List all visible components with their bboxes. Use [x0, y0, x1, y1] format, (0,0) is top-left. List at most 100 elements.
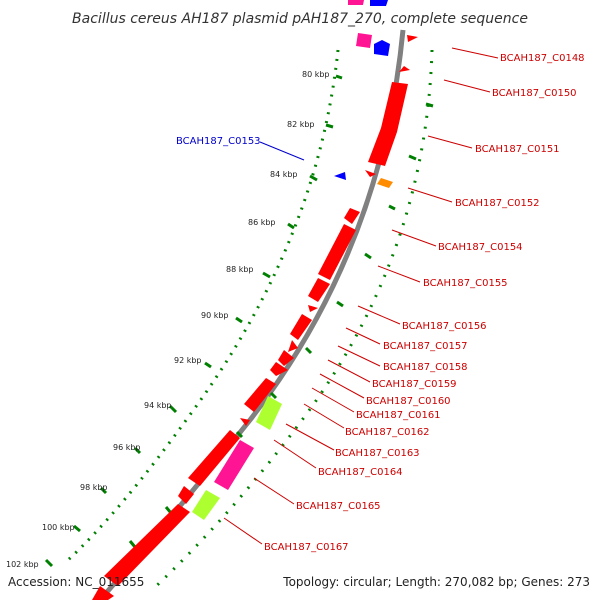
- gene-label: BCAH187_C0155: [423, 278, 508, 289]
- gene-labels: BCAH187_C0148 BCAH187_C0150 BCAH187_C015…: [176, 53, 585, 553]
- leader-line: [327, 359, 371, 383]
- leader-line: [427, 135, 473, 149]
- cds-0167: [104, 504, 190, 586]
- leader-line: [451, 47, 499, 59]
- cds-0151: [368, 82, 408, 166]
- gene-label: BCAH187_C0148: [500, 53, 585, 64]
- cds-0151-tip: [365, 170, 376, 177]
- cds-0154: [344, 208, 360, 224]
- gene-label: BCAH187_C0156: [402, 321, 487, 332]
- gene-label: BCAH187_C0160: [366, 396, 451, 407]
- cds-0161: [270, 362, 288, 376]
- outer-tick: [128, 540, 137, 548]
- leader-lines: [223, 47, 499, 545]
- backbone-circle: [98, 29, 406, 600]
- inner-tick-ring: [66, 49, 340, 562]
- reverse-cds-0153: [334, 172, 346, 180]
- gene-label: BCAH187_C0164: [318, 467, 403, 478]
- outer-tick: [388, 204, 396, 211]
- tick-82kbp: [325, 123, 334, 129]
- leader-line: [303, 403, 345, 429]
- leader-line: [273, 439, 317, 469]
- gene-label: BCAH187_C0158: [383, 362, 468, 373]
- leader-line-0153: [259, 141, 305, 161]
- cds-0160: [278, 350, 294, 366]
- map-title: Bacillus cereus AH187 plasmid pAH187_270…: [72, 11, 528, 27]
- cds-0152: [377, 178, 393, 188]
- leader-line: [443, 79, 491, 93]
- outer-tick: [235, 430, 244, 439]
- leader-line: [285, 423, 335, 451]
- cds-0163: [256, 396, 282, 430]
- magenta-cds-0149: [356, 33, 372, 48]
- kbp-label: 84 kbp: [270, 170, 298, 179]
- leader-line: [223, 517, 263, 545]
- cds-0158: [290, 314, 312, 340]
- leader-line: [377, 265, 421, 283]
- tick-90kbp: [235, 316, 243, 324]
- cds-0148: [407, 35, 418, 42]
- tick-98kbp: [99, 486, 108, 495]
- leader-line: [311, 387, 355, 413]
- kbp-label: 88 kbp: [226, 265, 254, 274]
- cds-0164: [188, 430, 240, 486]
- leader-line: [407, 187, 453, 203]
- leader-line: [345, 327, 381, 345]
- tick-92kbp: [204, 361, 212, 369]
- kbp-label: 80 kbp: [302, 70, 330, 79]
- tick-80kbp: [335, 74, 343, 80]
- cds-0164b: [214, 440, 254, 490]
- cds-0168: [92, 586, 114, 600]
- genome-track: [44, 0, 434, 600]
- tick-102kbp: [44, 558, 54, 568]
- gene-label: BCAH187_C0157: [383, 341, 468, 352]
- tick-84kbp: [309, 174, 318, 182]
- gene-label: BCAH187_C0159: [372, 379, 457, 390]
- cds-0150: [399, 66, 410, 72]
- topology-label: Topology: circular; Length: 270,082 bp; …: [282, 575, 590, 589]
- outer-tick: [336, 300, 344, 308]
- kbp-label: 94 kbp: [144, 401, 172, 410]
- kbp-label: 86 kbp: [248, 218, 276, 227]
- kbp-label: 90 kbp: [201, 311, 229, 320]
- tick-100kbp: [73, 524, 81, 533]
- reverse-cds-0149b: [374, 40, 390, 56]
- kbp-label: 96 kbp: [113, 443, 141, 452]
- leader-line: [357, 305, 401, 325]
- outer-tick: [408, 154, 417, 161]
- cds-0165: [178, 486, 194, 504]
- leader-line: [337, 345, 381, 367]
- outer-tick-ring: [150, 49, 434, 592]
- gene-label: BCAH187_C0165: [296, 501, 381, 512]
- outer-tick: [304, 346, 313, 355]
- cds-0165b: [192, 490, 220, 520]
- inner-major-ticks: [44, 74, 343, 568]
- kbp-label: 92 kbp: [174, 356, 202, 365]
- accession-label: Accession: NC_011655: [8, 575, 144, 589]
- gene-label: BCAH187_C0150: [492, 88, 577, 99]
- cds-0155: [318, 224, 356, 280]
- gene-label: BCAH187_C0163: [335, 448, 420, 459]
- cds-0163-tip: [240, 418, 250, 426]
- tick-86kbp: [287, 222, 295, 230]
- gene-label: BCAH187_C0162: [345, 427, 430, 438]
- outer-tick: [364, 252, 372, 260]
- cds-0157: [308, 305, 318, 312]
- gene-label: BCAH187_C0161: [356, 410, 441, 421]
- kbp-label: 100 kbp: [42, 523, 75, 532]
- tick-96kbp: [133, 446, 142, 455]
- leader-line: [253, 477, 295, 505]
- leader-line: [391, 229, 437, 247]
- tick-88kbp: [262, 271, 271, 279]
- kbp-label: 98 kbp: [80, 483, 108, 492]
- kbp-label: 102 kbp: [6, 560, 39, 569]
- gene-label: BCAH187_C0151: [475, 144, 560, 155]
- gene-label: BCAH187_C0152: [455, 198, 540, 209]
- cds-0159: [288, 340, 298, 352]
- kbp-labels: 80 kbp 82 kbp 84 kbp 86 kbp 88 kbp 90 kb…: [6, 70, 330, 569]
- tick-94kbp: [168, 404, 178, 414]
- cds-0156: [308, 278, 330, 302]
- outer-tick: [425, 102, 434, 108]
- gene-label: BCAH187_C0154: [438, 242, 523, 253]
